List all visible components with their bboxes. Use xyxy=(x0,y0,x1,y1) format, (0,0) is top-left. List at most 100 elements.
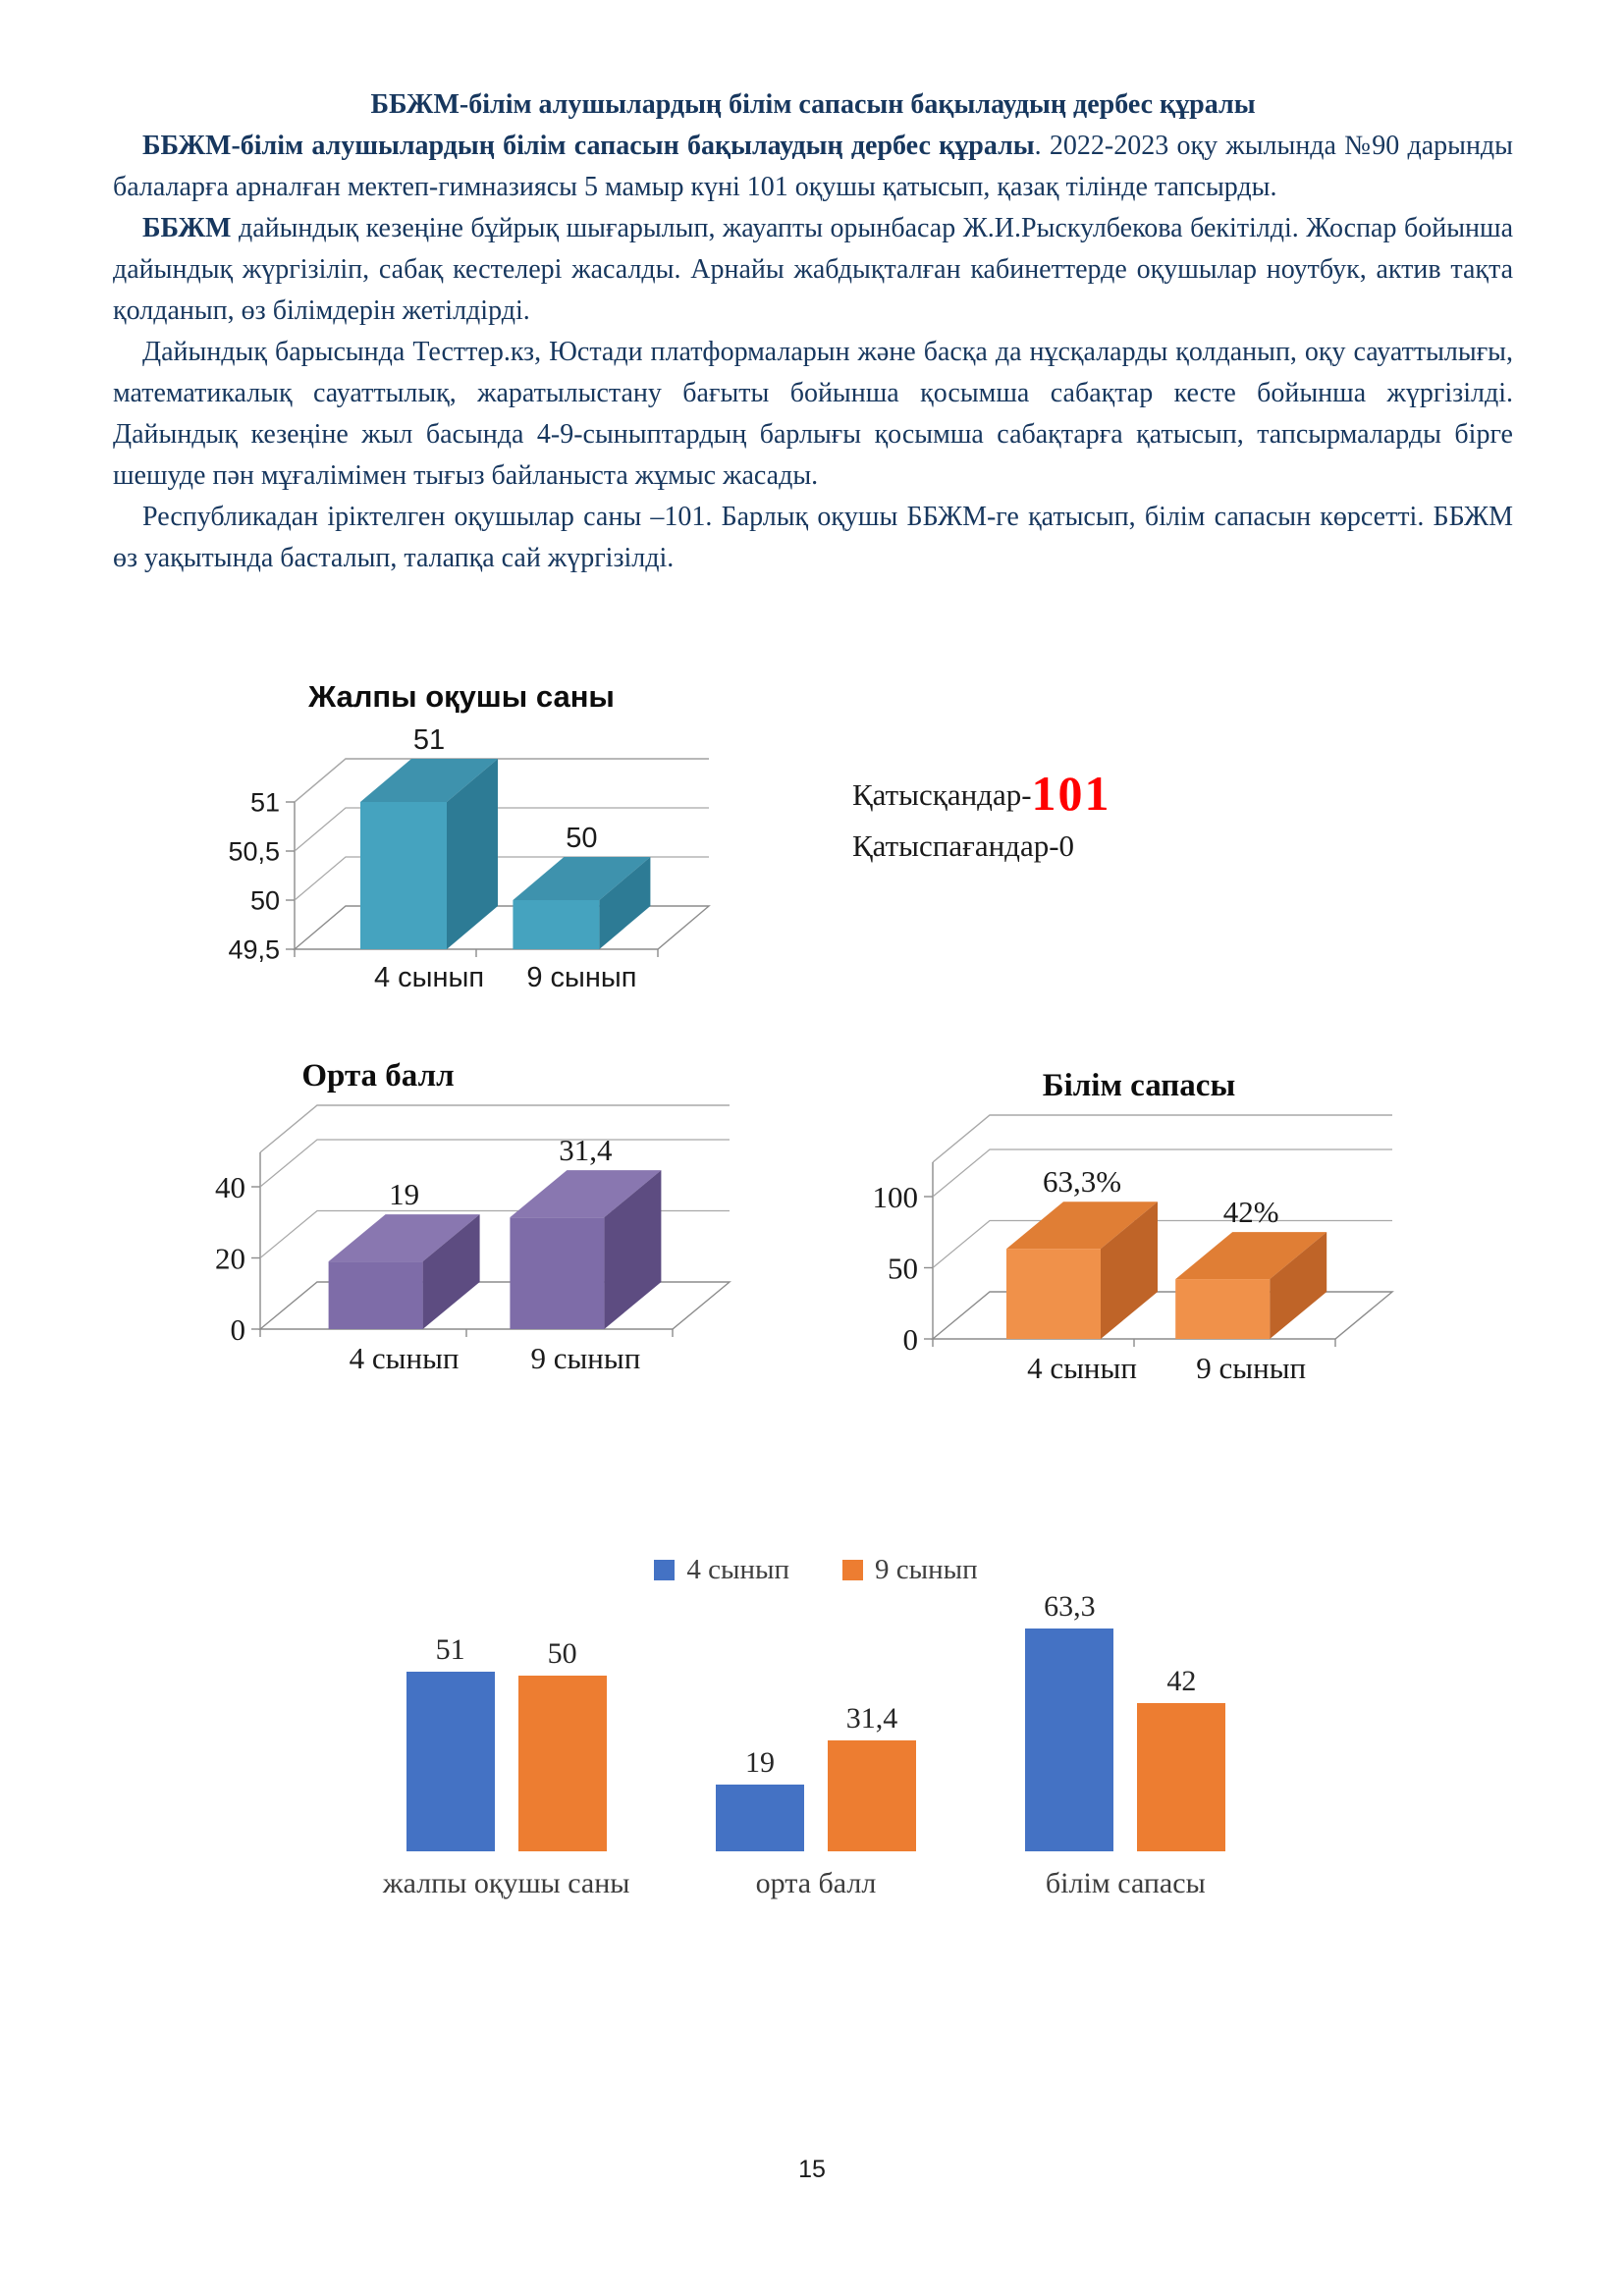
document-body: ББЖМ-білім алушылардың білім сапасын бақ… xyxy=(113,84,1513,579)
bar-top-face xyxy=(513,857,651,900)
chart-title: Білім сапасы xyxy=(1042,1068,1236,1103)
bar-side-face xyxy=(422,1214,480,1329)
y-tick-label: 51 xyxy=(250,787,280,817)
bar xyxy=(827,1740,916,1851)
bar xyxy=(406,1672,495,1851)
bar-top-face xyxy=(1006,1201,1158,1250)
bar xyxy=(510,1217,605,1329)
bar xyxy=(715,1785,804,1851)
bar-data-label: 42 xyxy=(1166,1665,1197,1697)
x-category-label: орта балл xyxy=(755,1867,877,1899)
paragraph-text: . 2022-2023 оқу жылында №90 дарынды бала… xyxy=(113,131,1513,202)
y-tick-label: 0 xyxy=(903,1322,919,1357)
bar-data-label: 50 xyxy=(547,1637,577,1670)
legend-swatch xyxy=(842,1559,863,1580)
bar-data-label: 19 xyxy=(389,1177,419,1211)
participation-annotation: Қатысқандар-101 Қатыспағандар-0 xyxy=(852,768,1111,872)
y-tick-label: 0 xyxy=(231,1312,246,1347)
average-score-chart: Орта балл 0 20 40 19 4 сынып 31,4 9 сынып xyxy=(147,1058,815,1411)
total-students-chart-plot: 49,5 50 50,5 51 51 4 сынып 50 9 сынып xyxy=(228,724,711,993)
paragraph: Дайындық барысында Тесттер.кз, Юстади пл… xyxy=(113,332,1513,497)
bar-side-face xyxy=(599,857,651,949)
bar-with-label: 50 xyxy=(517,1637,607,1851)
bar-data-label: 51 xyxy=(435,1633,465,1666)
knowledge-quality-chart: Білім сапасы 0 50 100 63,3% 4 сынып 42% 9 сыны… xyxy=(859,1068,1468,1420)
x-category-label: 9 сынып xyxy=(1196,1351,1306,1385)
knowledge-quality-chart-plot: 0 50 100 63,3% 4 сынып 42% 9 сынып xyxy=(873,1114,1394,1385)
bar-group: 19 31,4 орта балл xyxy=(661,1586,970,1900)
bar-side-face xyxy=(1270,1232,1327,1339)
x-category-label: жалпы оқушы саны xyxy=(382,1867,630,1899)
bar-top-face xyxy=(1175,1232,1327,1280)
participated-line: Қатысқандар-101 xyxy=(852,768,1111,821)
gridline xyxy=(259,1139,730,1188)
x-category-label: 4 сынып xyxy=(1027,1351,1137,1385)
chart-title: Орта балл xyxy=(301,1058,455,1094)
bar-pair: 19 31,4 xyxy=(715,1586,916,1851)
bar-data-label: 63,3 xyxy=(1044,1590,1096,1623)
bar-data-label: 50 xyxy=(566,823,597,854)
total-students-chart: Жалпы оқушы саны 49,5 50 50,5 51 51 4 сынып 50… xyxy=(201,679,810,1025)
participated-label: Қатысқандар- xyxy=(852,777,1032,812)
paragraph: Республикадан іріктелген оқушылар саны –… xyxy=(113,497,1513,579)
bar-data-label: 31,4 xyxy=(559,1133,613,1167)
wall-top-edge xyxy=(294,758,709,803)
wall-top-edge xyxy=(932,1114,1392,1163)
bar-side-face xyxy=(604,1170,662,1329)
paragraph-text: Дайындық барысында Тесттер.кз, Юстади пл… xyxy=(113,337,1513,491)
y-tick-label: 40 xyxy=(215,1170,245,1204)
y-tick-label: 49,5 xyxy=(228,934,280,964)
average-score-chart-plot: 0 20 40 19 4 сынып 31,4 9 сынып xyxy=(215,1104,731,1375)
x-category-label: 9 сынып xyxy=(530,1341,640,1375)
document-title: ББЖМ-білім алушылардың білім сапасын бақ… xyxy=(370,89,1256,120)
bar-group: 63,3 42 білім сапасы xyxy=(971,1586,1280,1900)
absent-line: Қатыспағандар-0 xyxy=(852,828,1075,863)
bar-data-label: 31,4 xyxy=(845,1702,898,1735)
y-tick-label: 50,5 xyxy=(228,836,280,866)
bar-top-face xyxy=(360,759,498,802)
x-category-label: 9 сынып xyxy=(526,962,636,993)
bar xyxy=(1006,1249,1101,1339)
legend-label: 9 сынып xyxy=(875,1553,978,1585)
bar-with-label: 51 xyxy=(406,1633,495,1851)
bar-side-face xyxy=(1101,1201,1158,1339)
y-tick-label: 50 xyxy=(888,1251,918,1285)
bar-with-label: 31,4 xyxy=(827,1702,916,1851)
x-category-label: 4 сынып xyxy=(350,1341,460,1375)
x-category-label: білім сапасы xyxy=(1045,1867,1206,1899)
gridline xyxy=(294,758,709,803)
bar-with-label: 19 xyxy=(715,1746,804,1851)
floor xyxy=(931,1291,1394,1340)
y-tick-label: 20 xyxy=(215,1241,245,1275)
bar-data-label: 63,3% xyxy=(1043,1164,1121,1199)
legend-label: 4 сынып xyxy=(686,1553,789,1585)
x-category-label: 4 сынып xyxy=(374,962,484,993)
chart-title: Жалпы оқушы саны xyxy=(308,679,615,714)
bar xyxy=(1025,1629,1114,1851)
gridline xyxy=(294,807,709,852)
paragraph-bold-lead: ББЖМ xyxy=(142,213,232,243)
bar xyxy=(513,900,600,949)
legend-item: 9 сынып xyxy=(842,1554,978,1586)
bar-top-face xyxy=(328,1214,480,1262)
bar xyxy=(1137,1703,1226,1851)
bar-group: 51 50 жалпы оқушы саны xyxy=(352,1586,661,1900)
bar-data-label: 51 xyxy=(413,724,445,756)
bar xyxy=(360,802,447,949)
y-tick-label: 100 xyxy=(873,1180,919,1214)
paragraph-text: дайындық кезеңіне бұйрық шығарылып, жауа… xyxy=(113,213,1513,326)
bar-data-label: 19 xyxy=(744,1746,775,1779)
bar-with-label: 42 xyxy=(1137,1665,1226,1851)
bar xyxy=(1175,1279,1271,1339)
chart-legend: 4 сынып 9 сынып xyxy=(352,1553,1280,1586)
participated-count: 101 xyxy=(1031,766,1111,821)
bar-pair: 51 50 xyxy=(406,1586,607,1851)
bar-with-label: 63,3 xyxy=(1025,1590,1114,1851)
floor xyxy=(293,905,711,950)
paragraph-text: Республикадан іріктелген оқушылар саны –… xyxy=(113,502,1513,573)
paragraph: ББЖМ-білім алушылардың білім сапасын бақ… xyxy=(113,126,1513,208)
bar-side-face xyxy=(447,759,498,949)
legend-item: 4 сынып xyxy=(654,1554,789,1586)
wall-top-edge xyxy=(259,1104,730,1153)
bar xyxy=(328,1261,423,1329)
